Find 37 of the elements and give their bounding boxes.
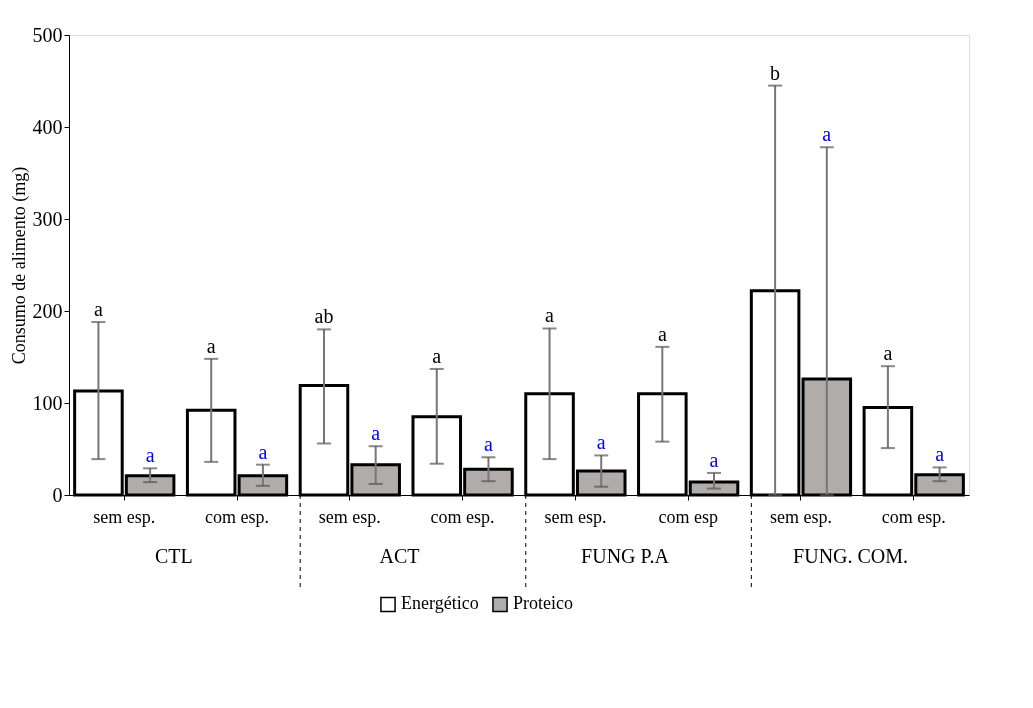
x-tick-label: sem esp. [93, 506, 156, 527]
annotation: a [709, 448, 719, 471]
y-axis-title: Consumo de alimento (mg) [8, 166, 30, 365]
text: FUNG. COM. [793, 545, 909, 567]
y-tick-label: 200 [32, 299, 63, 322]
annotation: a [93, 298, 103, 321]
x-tick-label: com esp. [881, 506, 946, 527]
x-tick-label: sem esp. [769, 506, 832, 527]
annotation: a [822, 123, 832, 146]
annotation: ab [314, 305, 334, 328]
annotation: a [258, 440, 268, 463]
annotation: a [145, 444, 155, 467]
text: ACT [379, 545, 420, 567]
annotation: a [596, 431, 606, 454]
y-tick-label: 400 [32, 115, 63, 138]
annotation: a [545, 304, 555, 327]
x-tick-label: sem esp. [544, 506, 607, 527]
y-tick-label: 100 [32, 391, 63, 414]
annotation: a [432, 344, 442, 367]
x-tick-label: sem esp. [318, 506, 381, 527]
text: CTL [155, 545, 193, 567]
x-tick-label: com esp. [205, 506, 270, 527]
annotation: a [371, 422, 381, 445]
annotation: a [657, 322, 667, 345]
legend-label: Energético [401, 593, 479, 614]
y-tick-label: 300 [32, 207, 63, 230]
annotation: a [206, 334, 216, 357]
annotation: a [484, 433, 494, 456]
x-tick-label: com esp [658, 506, 718, 527]
legend-label: Proteico [513, 593, 573, 614]
x-tick-label: com esp. [430, 506, 495, 527]
annotation: a [935, 443, 945, 466]
annotation: a [883, 342, 893, 365]
annotation: b [770, 61, 781, 84]
y-tick-label: 0 [52, 483, 63, 506]
y-tick-label: 500 [32, 23, 63, 46]
text: FUNG P.A [581, 545, 670, 567]
